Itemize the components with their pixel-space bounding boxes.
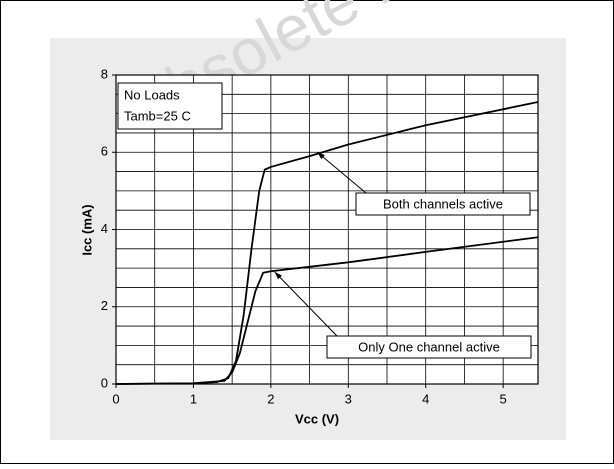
y-tick-label: 0 xyxy=(101,375,108,390)
y-tick-label: 2 xyxy=(101,298,108,313)
annotation: No Loads xyxy=(124,87,180,102)
y-tick-label: 6 xyxy=(101,144,108,159)
y-tick-label: 8 xyxy=(101,66,108,81)
pointer-line xyxy=(274,271,338,337)
x-tick-label: 1 xyxy=(190,391,197,406)
legend-box xyxy=(355,192,531,216)
x-tick-label: 2 xyxy=(267,391,274,406)
annotation: Tamb=25 C xyxy=(124,108,191,123)
x-tick-label: 3 xyxy=(345,391,352,406)
series-line xyxy=(115,236,539,385)
x-tick-label: 0 xyxy=(112,391,119,406)
x-tick-label: 4 xyxy=(422,391,429,406)
legend-box xyxy=(326,335,532,359)
pointer-head xyxy=(274,271,282,280)
x-tick-label: 5 xyxy=(500,391,507,406)
legend-label: Both channels active xyxy=(383,196,503,211)
annotation-box xyxy=(117,82,223,130)
y-tick-label: 4 xyxy=(101,221,108,236)
y-axis-label: Icc (mA) xyxy=(79,204,94,255)
x-axis-label: Vcc (V) xyxy=(295,411,339,426)
pointer-line xyxy=(317,151,367,194)
legend-label: Only One channel active xyxy=(358,339,500,354)
pointer-head xyxy=(317,152,325,160)
